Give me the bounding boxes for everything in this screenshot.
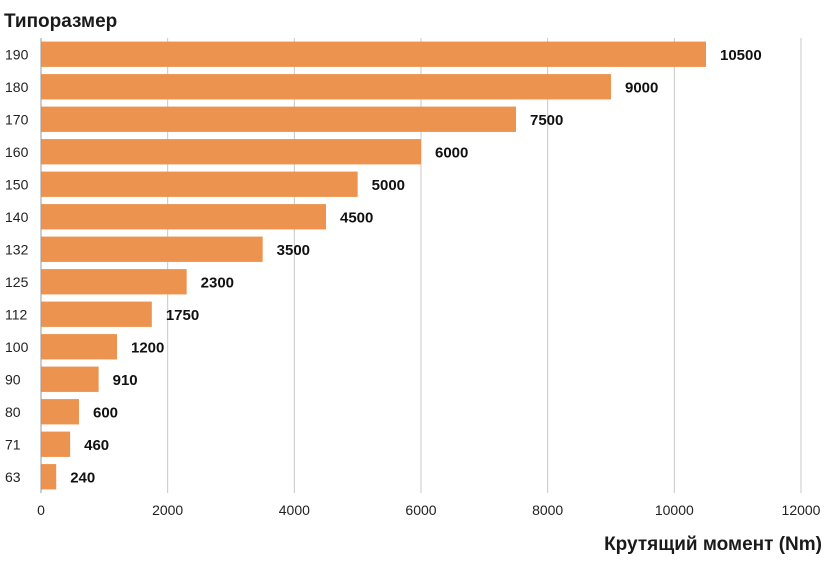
data-label-80: 600 [93, 404, 118, 421]
x-tick-label: 6000 [405, 502, 436, 518]
gridlines [167, 38, 802, 493]
category-label-80: 80 [5, 404, 21, 420]
data-label-125: 2300 [201, 274, 234, 291]
data-label-71: 460 [84, 437, 109, 454]
bar-90 [41, 366, 99, 392]
bar-63 [41, 464, 57, 490]
x-axis-title: Крутящий момент (Nm) [604, 534, 822, 555]
bar-180 [41, 74, 611, 100]
bar-71 [41, 431, 71, 457]
x-axis-ticks: 0 2000 4000 6000 8000 10000 12000 [37, 502, 821, 518]
data-label-63: 240 [70, 469, 95, 486]
bar-140 [41, 204, 326, 230]
data-label-180: 9000 [625, 79, 658, 96]
category-label-150: 150 [5, 176, 29, 192]
x-tick-label: 2000 [152, 502, 183, 518]
data-label-170: 7500 [530, 112, 563, 129]
category-label-90: 90 [5, 371, 21, 387]
category-label-100: 100 [5, 339, 29, 355]
category-label-132: 132 [5, 241, 29, 257]
bar-160 [41, 139, 421, 165]
category-label-160: 160 [5, 144, 29, 160]
data-label-90: 910 [113, 372, 138, 389]
category-label-140: 140 [5, 209, 29, 225]
bars [41, 41, 706, 490]
bar-132 [41, 236, 263, 262]
data-label-112: 1750 [166, 307, 199, 324]
data-label-100: 1200 [131, 339, 164, 356]
bar-112 [41, 301, 152, 327]
category-label-125: 125 [5, 274, 29, 290]
category-label-190: 190 [5, 46, 29, 62]
bar-80 [41, 399, 79, 425]
x-tick-label: 8000 [532, 502, 563, 518]
category-label-112: 112 [5, 306, 28, 322]
bar-100 [41, 334, 117, 360]
data-label-150: 5000 [372, 177, 405, 194]
data-labels: 10500 9000 7500 6000 5000 4500 3500 23001750120… [70, 47, 762, 487]
bar-150 [41, 171, 358, 197]
bar-190 [41, 41, 706, 67]
category-label-71: 71 [5, 436, 21, 452]
x-tick-label: 4000 [279, 502, 310, 518]
x-tick-label: 12000 [782, 502, 821, 518]
x-tick-label: 0 [37, 502, 45, 518]
data-label-132: 3500 [277, 242, 310, 259]
category-ticks: 190 180 170 160 150 140 132 125 112 100 90 80 71 63 [5, 46, 29, 485]
bar-170 [41, 106, 516, 132]
category-label-180: 180 [5, 79, 29, 95]
data-label-140: 4500 [340, 209, 373, 226]
data-label-160: 6000 [435, 144, 468, 161]
bar-125 [41, 269, 187, 295]
category-label-63: 63 [5, 469, 21, 485]
category-label-170: 170 [5, 111, 29, 127]
y-axis-title: Типоразмер [4, 11, 117, 32]
x-tick-label: 10000 [655, 502, 694, 518]
data-label-190: 10500 [720, 47, 762, 64]
